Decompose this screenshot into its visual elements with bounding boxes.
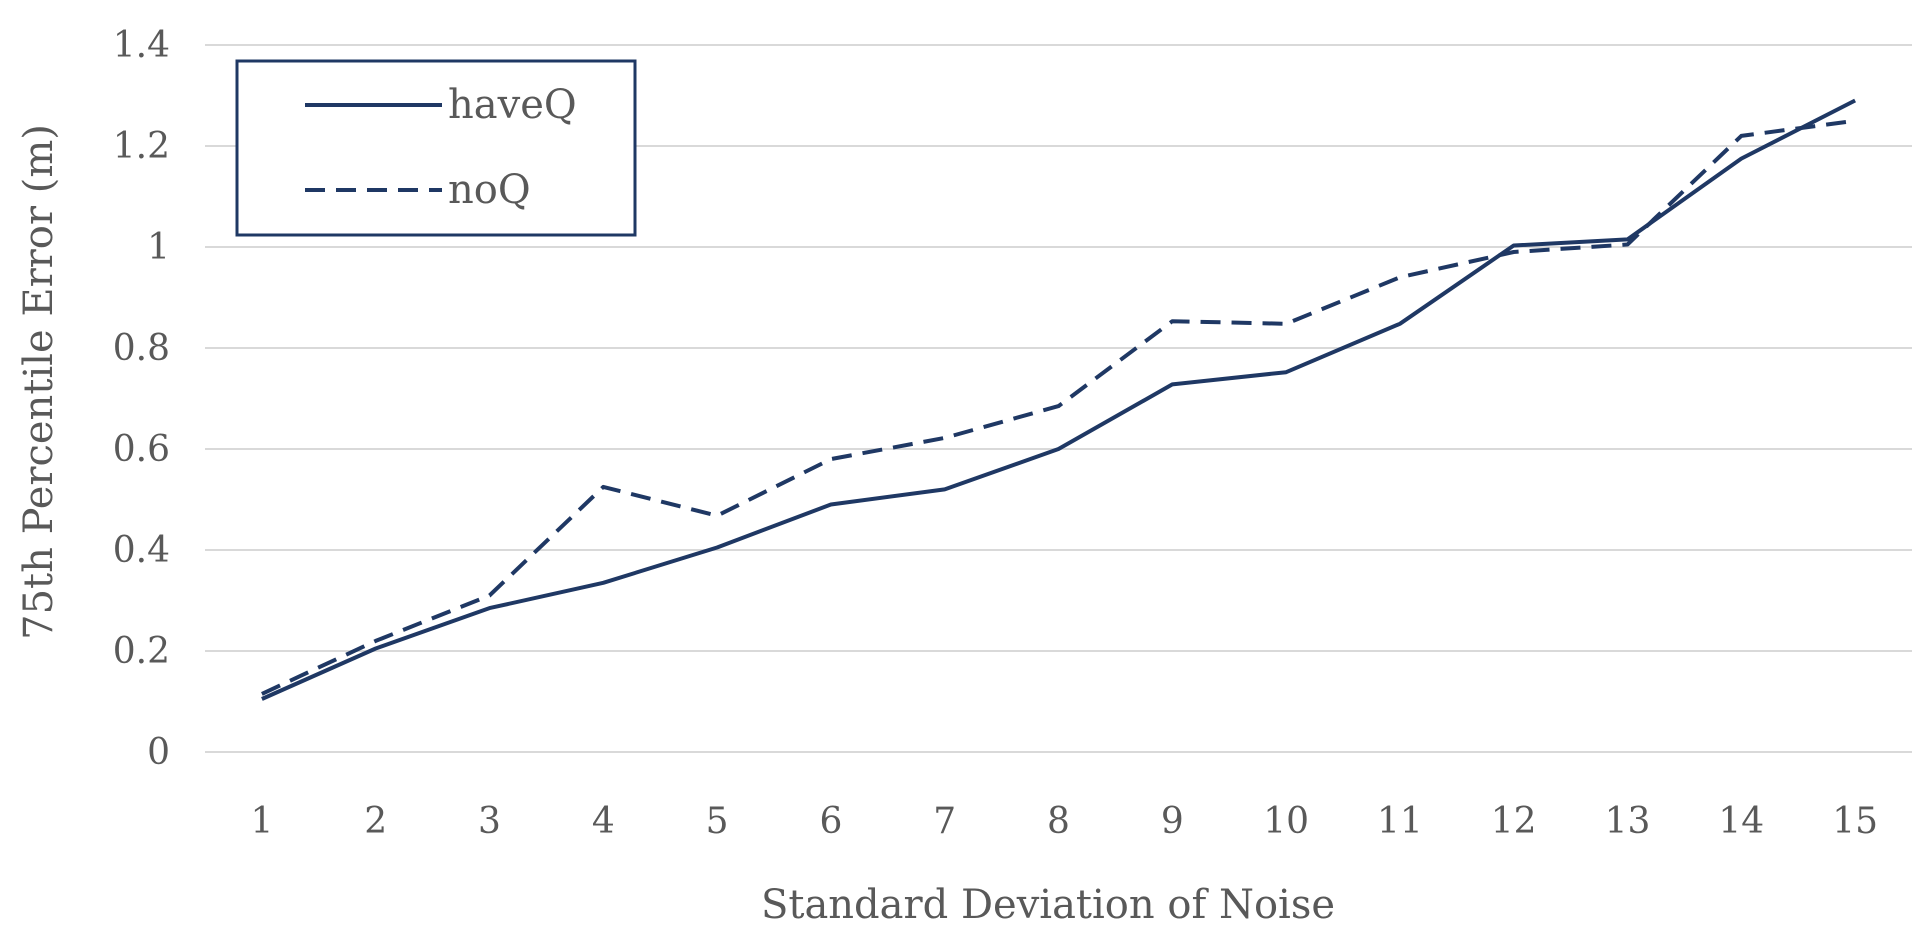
x-tick-label: 8: [1047, 801, 1070, 842]
x-tick-label: 6: [819, 801, 842, 842]
y-tick-label: 1: [147, 227, 170, 268]
y-tick-label: 0.2: [113, 631, 170, 672]
y-axis-ticks: 0 0.2 0.4 0.6 0.8 1 1.2 1.4: [113, 25, 170, 773]
y-tick-label: 0.4: [113, 530, 170, 571]
series-line-noq: [261, 118, 1856, 696]
x-tick-label: 13: [1605, 801, 1651, 842]
x-tick-label: 3: [478, 801, 501, 842]
series-line-haveq: [261, 98, 1857, 701]
y-tick-label: 0.6: [113, 429, 170, 470]
legend: haveQ noQ: [235, 59, 637, 237]
x-tick-label: 12: [1491, 801, 1537, 842]
y-tick-label: 0.8: [113, 328, 170, 369]
legend-box: [235, 59, 637, 237]
x-tick-label: 10: [1263, 801, 1309, 842]
x-tick-label: 9: [1161, 801, 1184, 842]
legend-label-noq: noQ: [448, 167, 531, 213]
x-tick-label: 15: [1832, 801, 1878, 842]
x-tick-label: 7: [933, 801, 956, 842]
x-tick-label: 4: [592, 801, 615, 842]
x-tick-label: 11: [1377, 801, 1423, 842]
y-tick-label: 1.2: [113, 126, 170, 167]
y-tick-label: 0: [147, 732, 170, 773]
x-tick-label: 2: [364, 801, 387, 842]
x-axis-ticks: 1 2 3 4 5 6 7 8 9 10 11 12 13 14 15: [250, 801, 1878, 842]
y-tick-label: 1.4: [113, 25, 170, 66]
x-tick-label: 1: [250, 801, 273, 842]
series-lines: [261, 98, 1857, 701]
x-axis-title: Standard Deviation of Noise: [761, 882, 1335, 928]
y-axis-title: 75th Percentile Error (m): [16, 124, 62, 640]
legend-label-haveq: haveQ: [448, 82, 577, 128]
x-tick-label: 5: [706, 801, 729, 842]
x-tick-label: 14: [1718, 801, 1764, 842]
